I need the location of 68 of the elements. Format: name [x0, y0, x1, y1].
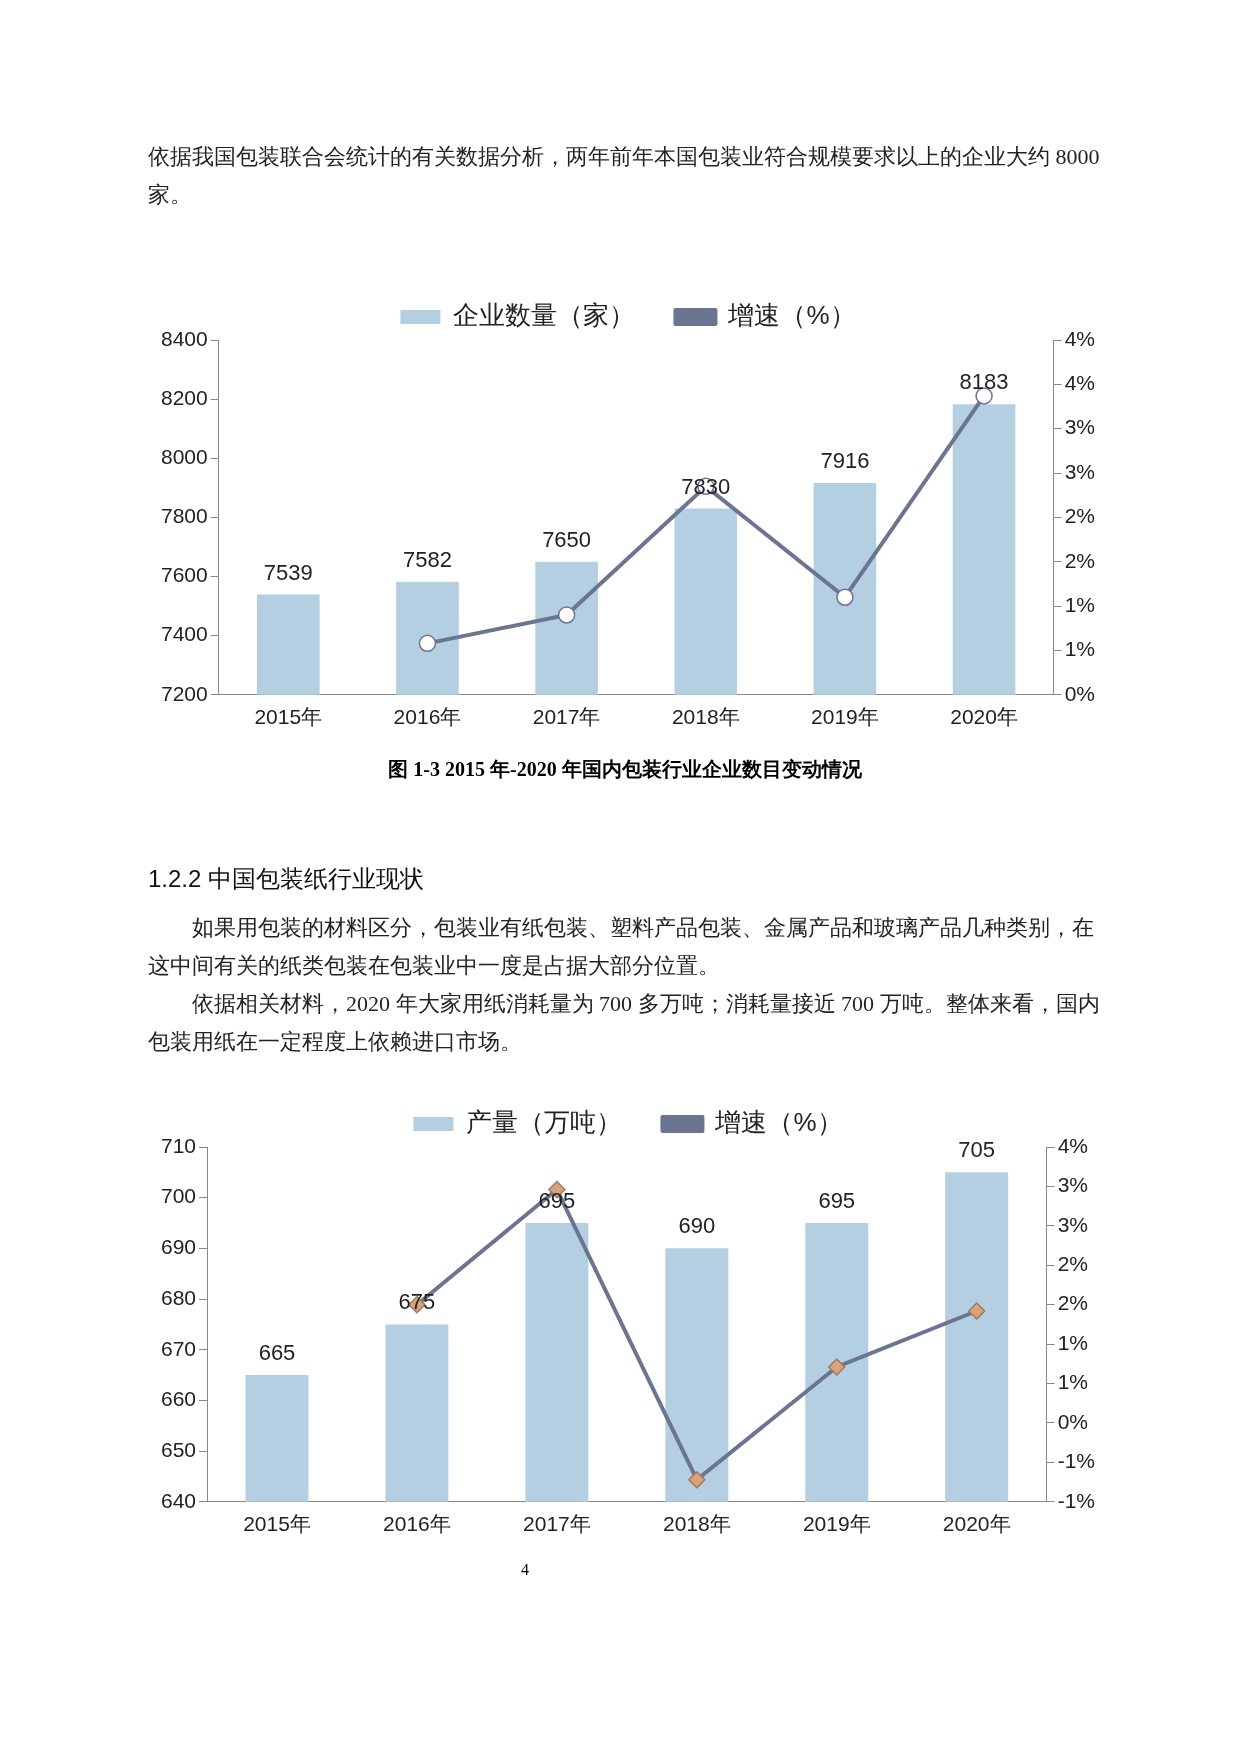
- y2-tick-label: 3%: [1064, 415, 1096, 439]
- x-tick-label: 2015年: [254, 705, 323, 729]
- data-label: 7582: [402, 546, 452, 572]
- data-label: 690: [678, 1213, 716, 1239]
- y2-tick-label: 1%: [1064, 637, 1096, 661]
- data-label: 695: [818, 1188, 856, 1214]
- y2-tick-label: -1%: [1057, 1488, 1096, 1512]
- y2-tick-label: 0%: [1057, 1409, 1089, 1433]
- y2-tick-label: 0%: [1064, 681, 1096, 705]
- y2-tick-label: 4%: [1057, 1133, 1089, 1157]
- y2-tick-label: -1%: [1057, 1449, 1096, 1473]
- y2-tick-label: 2%: [1064, 504, 1096, 528]
- y2-tick-label: 2%: [1057, 1291, 1089, 1315]
- y2-tick-label: 1%: [1057, 1370, 1089, 1394]
- y-tick-label: 7800: [161, 504, 208, 528]
- data-label: 7539: [263, 559, 313, 585]
- y2-tick-label: 1%: [1057, 1330, 1089, 1354]
- x-tick-label: 2016年: [393, 705, 462, 729]
- y-tick-label: 640: [160, 1488, 197, 1512]
- x-tick-label: 2020年: [950, 705, 1018, 729]
- text: 1.2.2 中国包装纸行业现状: [148, 864, 426, 894]
- x-tick-label: 2015年: [243, 1512, 311, 1536]
- y2-tick-label: 3%: [1064, 459, 1096, 483]
- y2-tick-label: 1%: [1064, 592, 1096, 616]
- data-label: 665: [258, 1340, 296, 1366]
- y2-tick-label: 3%: [1057, 1212, 1089, 1236]
- y-tick-label: 650: [160, 1437, 197, 1461]
- text: 4: [520, 1561, 530, 1579]
- data-label: 7650: [542, 526, 592, 552]
- y-tick-label: 7600: [161, 563, 208, 587]
- x-tick-label: 2017年: [532, 705, 601, 729]
- x-tick-label: 2019年: [811, 705, 879, 729]
- y-tick-label: 660: [160, 1387, 197, 1411]
- legend-label: 企业数量（家）: [453, 300, 636, 331]
- point: [418, 634, 437, 653]
- y2-tick-label: 4%: [1064, 371, 1096, 395]
- point: [836, 588, 854, 606]
- x-tick-label: 2018年: [662, 1512, 731, 1536]
- x-tick-label: 2020年: [942, 1512, 1011, 1536]
- x-tick-label: 2019年: [802, 1512, 871, 1536]
- x-tick-label: 2016年: [383, 1512, 451, 1536]
- y2-tick-label: 2%: [1064, 548, 1096, 572]
- x-tick-label: 2017年: [523, 1512, 591, 1536]
- legend-label: 增速（%）: [727, 300, 856, 331]
- data-label: 8183: [959, 369, 1009, 395]
- data-label: 7916: [820, 448, 870, 474]
- text: 依据相关材料，2020 年大家用纸消耗量为 700 多万吨；消耗量接近 700 万吨。整体来看，国内包装用纸在一定程度上依赖进口市场。: [148, 990, 1101, 1056]
- text: 图 1-3 2015 年-2020 年国内包装行业企业数目变动情况: [387, 757, 863, 782]
- y-tick-label: 700: [160, 1184, 197, 1208]
- legend-label: 产量（万吨）: [466, 1107, 623, 1138]
- y-tick-label: 8200: [161, 385, 208, 409]
- y2-tick-label: 2%: [1057, 1252, 1089, 1276]
- y-tick-label: 7200: [161, 681, 208, 705]
- y2-tick-label: 3%: [1057, 1173, 1089, 1197]
- y-tick-label: 690: [160, 1235, 197, 1259]
- y-tick-label: 7400: [161, 622, 208, 646]
- data-label: 705: [958, 1137, 996, 1163]
- text: 依据我国包装联合会统计的有关数据分析，两年前年本国包装业符合规模要求以上的企业大约 8000 家。: [148, 143, 1101, 209]
- legend-label: 增速（%）: [714, 1107, 843, 1138]
- x-tick-label: 2018年: [671, 705, 740, 729]
- text: 如果用包装的材料区分，包装业有纸包装、塑料产品包装、金属产品和玻璃产品几种类别，在这中间有关的纸类包装在包装业中一度是占据大部分位置。: [148, 914, 1095, 980]
- y-tick-label: 8000: [161, 445, 208, 469]
- y-tick-label: 710: [160, 1133, 197, 1157]
- point: [557, 606, 576, 624]
- y-tick-label: 670: [160, 1336, 197, 1360]
- y2-tick-label: 4%: [1064, 326, 1096, 350]
- y-tick-label: 680: [160, 1285, 197, 1309]
- y-tick-label: 8400: [161, 326, 208, 350]
